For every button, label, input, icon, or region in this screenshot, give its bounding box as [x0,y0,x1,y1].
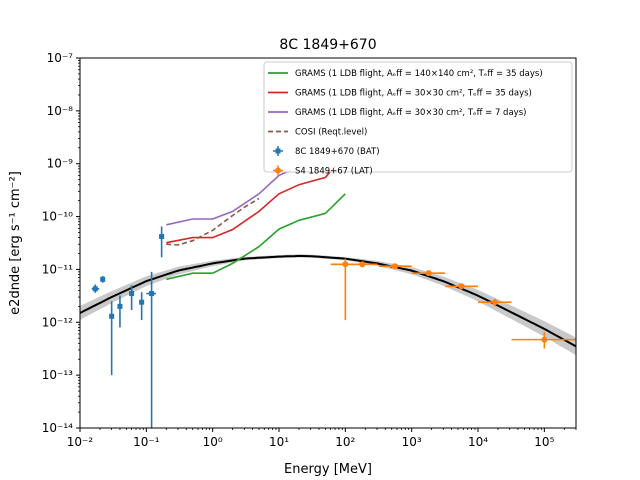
legend-swatch-5 [275,167,281,174]
x-tick-label-1: 10⁻¹ [133,435,160,449]
x-tick-label-0: 10⁻² [67,435,94,449]
data-point-4-6 [149,291,155,297]
data-point-4-2 [109,313,115,319]
series-line-0 [166,193,346,281]
x-axis-label: Energy [MeV] [284,462,372,477]
x-axis: 10⁻² 10⁻¹ 10⁰ 10¹ 10² 10³ 10⁴ 10⁵ [67,428,577,449]
data-point-4-1 [100,276,106,282]
data-point-4-4 [129,291,135,297]
series-line-2 [166,169,292,226]
chart-title: 8C 1849+670 [279,37,376,53]
plot-frame [79,57,577,429]
legend: GRAMS (1 LDB flight, Aₑff = 140×140 cm²,… [263,61,573,177]
legend-label-5: S4 1849+67 (LAT) [295,167,373,177]
x-tick-label-3: 10¹ [269,435,289,449]
data-point-5-5 [491,299,498,306]
data-point-5-3 [425,270,432,277]
x-tick-label-4: 10² [335,435,355,449]
x-tick-label-7: 10⁵ [534,435,554,449]
data-point-4-0 [92,286,98,292]
legend-label-1: GRAMS (1 LDB flight, Aₑff = 30×30 cm², T… [295,89,532,99]
y-tick-label-4: 10⁻¹⁰ [42,210,73,224]
legend-label-0: GRAMS (1 LDB flight, Aₑff = 140×140 cm²,… [295,69,543,79]
y-tick-label-6: 10⁻⁸ [47,104,74,118]
data-point-4-3 [117,303,123,309]
legend-label-4: 8C 1849+670 (BAT) [295,147,380,157]
plot-area [80,165,576,428]
data-point-5-6 [541,336,548,343]
x-tick-label-5: 10³ [402,435,422,449]
data-point-5-0 [342,261,349,268]
series-line-1 [166,165,336,244]
y-axis: 10⁻¹⁴ 10⁻¹³ 10⁻¹² 10⁻¹¹ 10⁻¹⁰ 10⁻⁹ 10⁻⁸ 10⁻⁷ [42,51,80,435]
legend-box [263,61,573,173]
data-point-5-1 [359,261,366,268]
legend-label-3: COSI (Reqt.level) [295,128,367,138]
data-point-4-7 [159,233,165,239]
y-tick-label-2: 10⁻¹² [42,315,73,329]
model-uncertainty-band [80,254,576,356]
x-tick-label-6: 10⁴ [468,435,488,449]
legend-swatch-4 [275,148,281,154]
y-tick-label-7: 10⁻⁷ [47,51,74,65]
y-tick-label-0: 10⁻¹⁴ [42,421,73,435]
series-line-3 [166,197,260,246]
y-tick-label-3: 10⁻¹¹ [42,262,73,276]
x-tick-label-2: 10⁰ [203,435,223,449]
legend-label-2: GRAMS (1 LDB flight, Aₑff = 30×30 cm², T… [295,108,526,118]
data-point-5-2 [391,263,398,270]
y-tick-label-1: 10⁻¹³ [42,368,73,382]
y-axis-label: e2dnde [erg s⁻¹ cm⁻²] [8,171,23,315]
y-tick-label-5: 10⁻⁹ [47,157,74,171]
data-point-4-5 [139,299,145,305]
data-point-5-4 [458,283,465,290]
